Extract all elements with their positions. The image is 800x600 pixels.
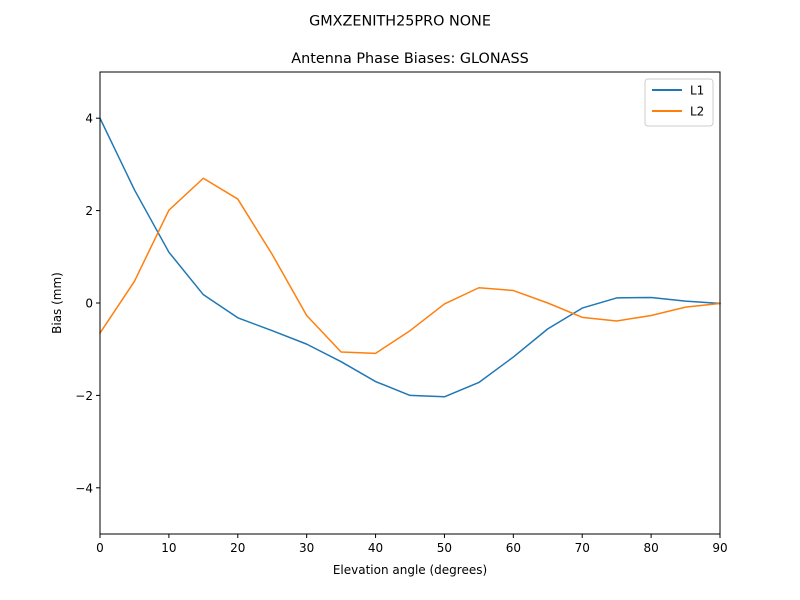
data-point-l2 — [546, 302, 549, 305]
data-point-l1 — [236, 316, 239, 319]
data-point-l1 — [684, 300, 687, 303]
x-axis-label: Elevation angle (degrees) — [333, 563, 487, 577]
data-point-l1 — [546, 327, 549, 330]
x-tick-label: 70 — [575, 541, 590, 555]
x-tick-label: 20 — [230, 541, 245, 555]
x-tick-label: 10 — [161, 541, 176, 555]
data-point-l2 — [133, 280, 136, 283]
data-point-l2 — [374, 352, 377, 355]
x-tick-label: 40 — [368, 541, 383, 555]
figure-suptitle: GMXZENITH25PRO NONE — [309, 14, 491, 30]
data-point-l2 — [477, 286, 480, 289]
x-axis-ticks: 0 10 20 30 40 50 60 70 80 90 — [96, 534, 728, 555]
x-tick-label: 80 — [643, 541, 658, 555]
data-point-l1 — [615, 296, 618, 299]
data-point-l2 — [236, 198, 239, 201]
data-point-l2 — [305, 314, 308, 317]
data-point-l1 — [443, 395, 446, 398]
chart-title: Antenna Phase Biases: GLONASS — [291, 51, 528, 67]
data-point-l1 — [512, 356, 515, 359]
data-point-l1 — [477, 381, 480, 384]
data-point-l2 — [443, 302, 446, 305]
data-point-l1 — [581, 307, 584, 310]
series-layer — [98, 117, 721, 398]
y-tick-label: 4 — [85, 112, 93, 126]
data-point-l1 — [374, 380, 377, 383]
data-point-l2 — [684, 306, 687, 309]
data-point-l1 — [167, 251, 170, 254]
x-tick-label: 50 — [437, 541, 452, 555]
data-point-l1 — [409, 394, 412, 397]
x-tick-label: 0 — [96, 541, 104, 555]
data-point-l2 — [271, 253, 274, 256]
y-axis-ticks: −4 −2 0 2 4 — [75, 112, 100, 495]
x-tick-label: 60 — [506, 541, 521, 555]
data-point-l2 — [202, 177, 205, 180]
y-tick-label: −2 — [75, 389, 93, 403]
data-point-l1 — [305, 343, 308, 346]
legend-label-l1: L1 — [690, 84, 704, 98]
legend-label-l2: L2 — [690, 105, 704, 119]
data-point-l2 — [615, 320, 618, 323]
data-point-l1 — [202, 293, 205, 296]
data-point-l2 — [650, 314, 653, 317]
legend: L1 L2 — [644, 78, 714, 127]
data-point-l2 — [167, 209, 170, 212]
data-point-l2 — [581, 316, 584, 319]
y-axis-label: Bias (mm) — [50, 272, 64, 334]
series-line-l2 — [98, 177, 721, 355]
x-tick-label: 30 — [299, 541, 314, 555]
data-point-l1 — [340, 360, 343, 363]
data-point-l2 — [512, 289, 515, 292]
x-tick-label: 90 — [712, 541, 727, 555]
plot-frame — [99, 71, 721, 535]
data-point-l1 — [650, 296, 653, 299]
data-point-l1 — [271, 329, 274, 332]
y-tick-label: −4 — [75, 481, 93, 495]
data-point-l2 — [409, 329, 412, 332]
y-tick-label: 2 — [85, 204, 93, 218]
data-point-l1 — [133, 188, 136, 191]
data-point-l2 — [340, 350, 343, 353]
y-tick-label: 0 — [85, 297, 93, 311]
series-line-l1 — [98, 117, 721, 398]
